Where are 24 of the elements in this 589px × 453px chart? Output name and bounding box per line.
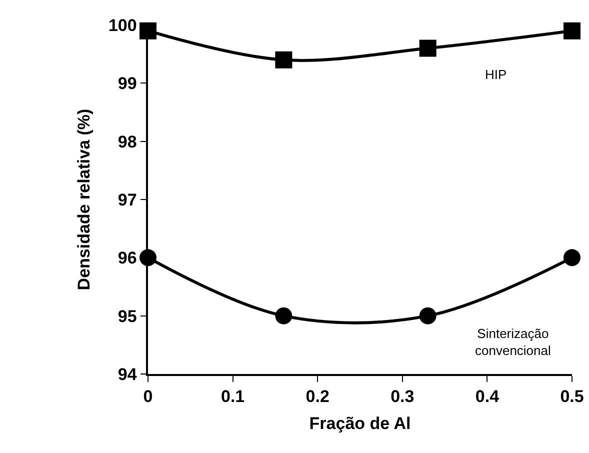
x-tick-label: 0.1	[220, 387, 245, 406]
x-tick-label: 0	[143, 387, 153, 406]
series-label: Sinterização convencional	[475, 326, 551, 358]
point	[564, 22, 580, 40]
point	[419, 307, 436, 324]
y-tick-label: 100	[108, 16, 137, 35]
x-tick-label: 0.4	[475, 387, 500, 406]
y-tick-label: 95	[118, 306, 137, 326]
x-tick-label: 0.5	[560, 387, 584, 406]
y-tick-label: 99	[118, 74, 137, 94]
x-tick-label: 0.3	[390, 387, 414, 406]
x-axis-title: Fração de Al	[309, 414, 411, 434]
x-tick-label: 0.2	[306, 387, 330, 406]
point	[275, 51, 292, 68]
y-tick-label: 96	[118, 248, 137, 268]
y-tick-label: 94	[118, 364, 138, 384]
point	[419, 40, 436, 57]
point	[140, 22, 156, 40]
y-axis-title: Densidade relativa (%)	[74, 108, 94, 290]
point	[275, 307, 292, 324]
series-label: HIP	[485, 67, 507, 82]
point	[564, 249, 580, 266]
y-tick-label: 97	[118, 190, 137, 210]
y-tick-label: 98	[118, 132, 137, 152]
